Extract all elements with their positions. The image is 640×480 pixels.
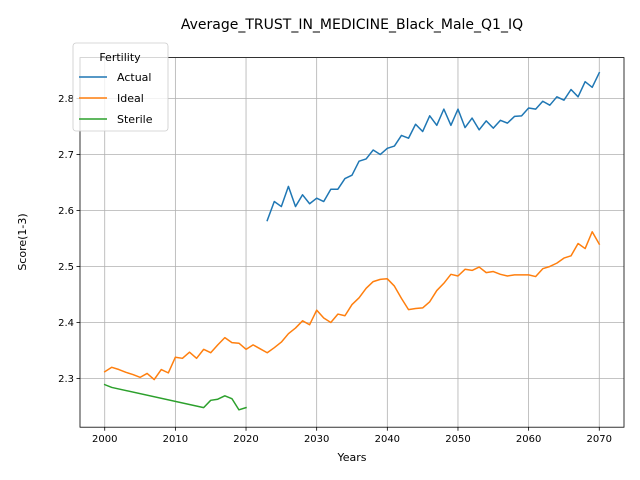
grid-lines (80, 57, 624, 428)
y-tick-label: 2.8 (58, 94, 74, 105)
plot-frame (79, 57, 625, 428)
x-tick-label: 2020 (233, 434, 258, 445)
legend-label-actual: Actual (117, 71, 151, 84)
y-tick-label: 2.4 (58, 318, 74, 329)
y-tick-label: 2.7 (58, 150, 74, 161)
x-tick-label: 2010 (163, 434, 188, 445)
x-tick-label: 2070 (587, 434, 612, 445)
x-tick-label: 2030 (304, 434, 329, 445)
legend-label-sterile: Sterile (117, 113, 153, 126)
series-line-ideal (103, 231, 601, 381)
legend: Fertility Actual Ideal Sterile (72, 42, 169, 132)
series-line-sterile (103, 383, 247, 411)
y-tick-label: 2.5 (58, 262, 74, 273)
axis-ticks: 2000 2010 2020 2030 2040 2050 2060 2070 2.3 2.4 2.… (58, 94, 612, 445)
series-lines (103, 71, 601, 411)
series-line-actual (266, 71, 601, 222)
y-tick-label: 2.6 (58, 206, 74, 217)
y-axis-label: Score(1-3) (16, 213, 29, 270)
legend-box (72, 42, 169, 132)
x-tick-label: 2060 (516, 434, 541, 445)
y-tick-label: 2.3 (58, 374, 74, 385)
x-tick-label: 2050 (445, 434, 470, 445)
legend-entries: Actual Ideal Sterile (79, 71, 153, 126)
x-tick-label: 2000 (92, 434, 117, 445)
x-tick-label: 2040 (375, 434, 400, 445)
legend-title: Fertility (99, 51, 141, 64)
chart-title: Average_TRUST_IN_MEDICINE_Black_Male_Q1_… (181, 17, 523, 33)
x-axis-label: Years (336, 451, 366, 464)
legend-label-ideal: Ideal (117, 92, 144, 105)
